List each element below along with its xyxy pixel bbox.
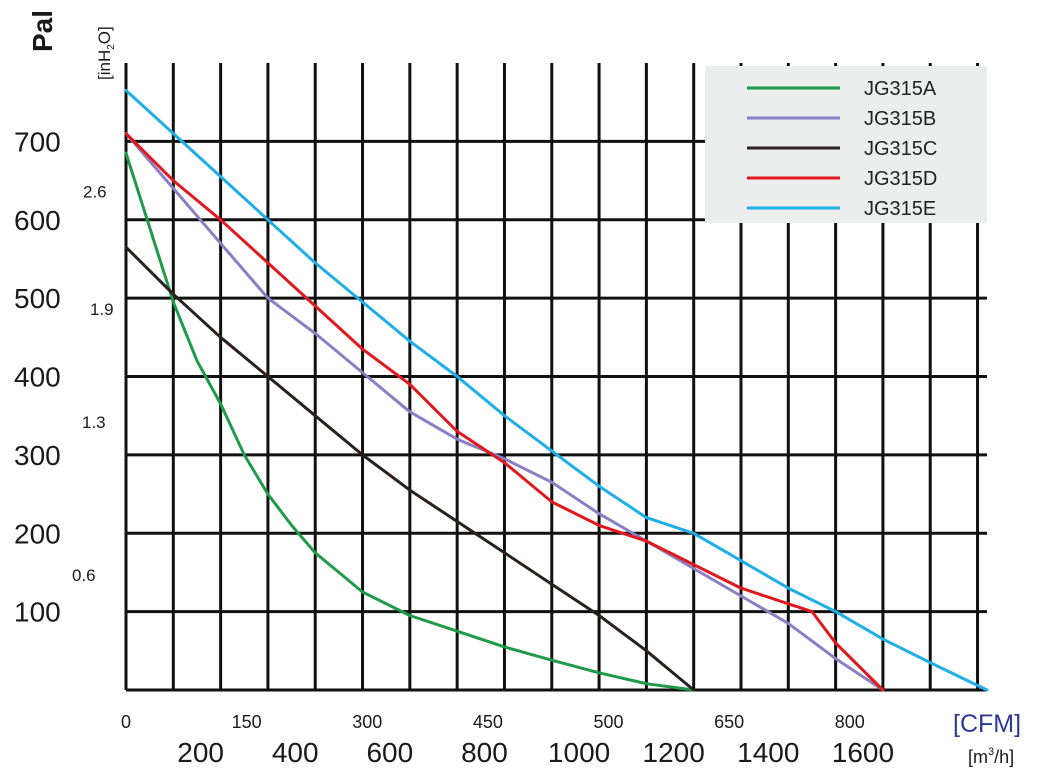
y-tick-label: 100 bbox=[14, 597, 61, 628]
legend-label-jg315b: JG315B bbox=[864, 108, 936, 130]
series-line-jg315d bbox=[124, 132, 885, 692]
x-unit-m3h-end: /h] bbox=[994, 747, 1014, 767]
y-axis-title: Pal bbox=[27, 10, 58, 52]
series-lines bbox=[124, 88, 989, 692]
x-tick-label-m3h: 200 bbox=[177, 737, 224, 768]
legend-label-jg315a: JG315A bbox=[864, 78, 937, 100]
series-line-jg315e bbox=[124, 88, 989, 692]
y-tick-label: 600 bbox=[14, 205, 61, 236]
series-line-jg315c bbox=[124, 245, 696, 692]
y2-axis-title-sub: 2 bbox=[106, 44, 117, 50]
x-tick-label-m3h: 600 bbox=[366, 737, 413, 768]
x-tick-label-m3h: 400 bbox=[272, 737, 319, 768]
x-tick-label-cfm: 300 bbox=[352, 712, 382, 732]
y2-axis-title-end: O] bbox=[95, 26, 114, 44]
x-tick-label-m3h: 1600 bbox=[832, 737, 894, 768]
x-unit-cfm: [CFM] bbox=[953, 710, 1021, 738]
y-tick-label: 200 bbox=[14, 518, 61, 549]
x-unit-m3h-sup: 3 bbox=[988, 746, 994, 758]
series-line-jg315a bbox=[124, 151, 696, 692]
x-tick-label-cfm: 500 bbox=[594, 712, 624, 732]
series-line-jg315b bbox=[124, 132, 885, 692]
legend-label-jg315c: JG315C bbox=[864, 138, 937, 160]
x-tick-label-cfm: 450 bbox=[473, 712, 503, 732]
x-unit-m3h: [m3/h] bbox=[968, 746, 1014, 767]
y-tick-label: 700 bbox=[14, 126, 61, 157]
legend-label-jg315e: JG315E bbox=[864, 198, 936, 220]
legend-box bbox=[705, 66, 987, 223]
legend: JG315A JG315B JG315C JG315D JG315E bbox=[705, 66, 987, 223]
x-unit-m3h-start: [m bbox=[968, 747, 988, 767]
y-tick-label: 400 bbox=[14, 362, 61, 393]
x-tick-label-m3h: 1000 bbox=[548, 737, 610, 768]
x-tick-label-m3h: 1200 bbox=[643, 737, 705, 768]
y-tick-label: 500 bbox=[14, 283, 61, 314]
x-tick-label-m3h: 800 bbox=[461, 737, 508, 768]
x-tick-label-cfm: 650 bbox=[714, 712, 744, 732]
y2-axis-title: [inH2O] bbox=[95, 26, 117, 80]
x-tick-label-cfm: 800 bbox=[835, 712, 865, 732]
y2-tick-label: 2.6 bbox=[83, 182, 107, 201]
x-tick-label-m3h: 1400 bbox=[737, 737, 799, 768]
y-tick-label: 300 bbox=[14, 440, 61, 471]
y2-tick-label: 0.6 bbox=[72, 566, 96, 585]
y2-tick-label: 1.3 bbox=[82, 413, 106, 432]
y2-axis-title-start: [inH bbox=[95, 50, 114, 80]
x-tick-label-cfm: 0 bbox=[121, 712, 131, 732]
y2-tick-label: 1.9 bbox=[90, 300, 114, 319]
tick-labels: 100 200 300 400 500 600 700 0.6 1.3 1.9 2.6 0 150 300… bbox=[14, 126, 894, 768]
x-tick-label-cfm: 150 bbox=[232, 712, 262, 732]
legend-label-jg315d: JG315D bbox=[864, 168, 937, 190]
